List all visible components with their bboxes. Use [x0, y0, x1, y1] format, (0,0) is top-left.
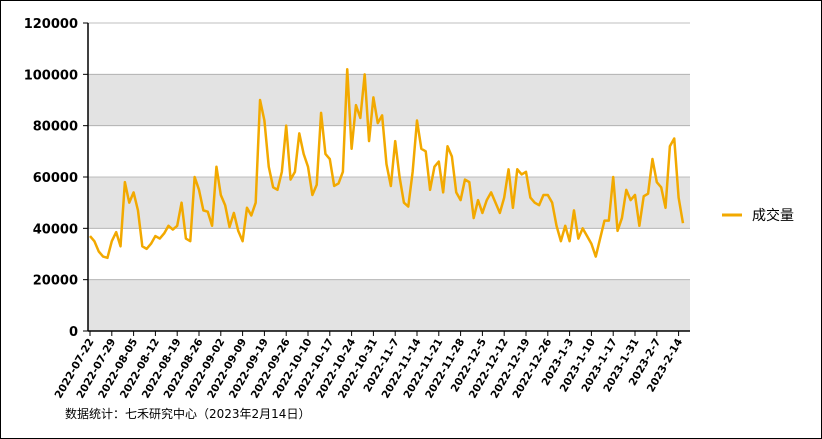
- grid-band: [88, 177, 690, 229]
- y-tick-label: 40000: [33, 222, 78, 237]
- source-note: 数据统计：七禾研究中心（2023年2月14日）: [65, 406, 310, 421]
- y-tick-label: 0: [69, 325, 78, 340]
- y-tick-label: 80000: [33, 120, 78, 135]
- grid-band: [88, 279, 690, 331]
- y-tick-label: 60000: [33, 171, 78, 186]
- y-tick-label: 120000: [24, 17, 78, 32]
- y-tick-label: 20000: [33, 274, 78, 289]
- line-series: [89, 67, 685, 260]
- y-tick-label: 100000: [24, 68, 78, 83]
- legend-label: 成交量: [752, 207, 794, 224]
- grid-band: [88, 74, 690, 126]
